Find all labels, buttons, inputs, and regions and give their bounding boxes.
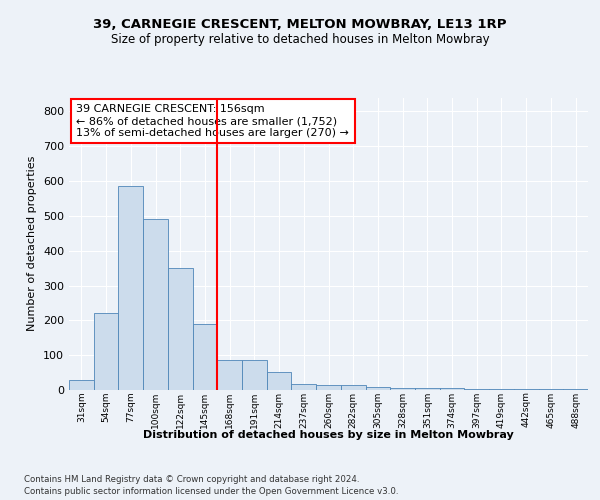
Bar [415, 388, 440, 390]
Bar [489, 389, 514, 390]
Bar [365, 387, 390, 390]
Bar [341, 386, 365, 390]
Bar [217, 360, 242, 390]
Bar [390, 388, 415, 390]
Bar [242, 360, 267, 390]
Text: Contains public sector information licensed under the Open Government Licence v3: Contains public sector information licen… [24, 488, 398, 496]
Bar [267, 372, 292, 390]
Text: Contains HM Land Registry data © Crown copyright and database right 2024.: Contains HM Land Registry data © Crown c… [24, 474, 359, 484]
Bar [94, 314, 118, 390]
Y-axis label: Number of detached properties: Number of detached properties [28, 156, 37, 332]
Bar [193, 324, 217, 390]
Bar [168, 268, 193, 390]
Text: 39 CARNEGIE CRESCENT: 156sqm
← 86% of detached houses are smaller (1,752)
13% of: 39 CARNEGIE CRESCENT: 156sqm ← 86% of de… [76, 104, 349, 138]
Bar [316, 385, 341, 390]
Text: Distribution of detached houses by size in Melton Mowbray: Distribution of detached houses by size … [143, 430, 514, 440]
Bar [143, 220, 168, 390]
Text: 39, CARNEGIE CRESCENT, MELTON MOWBRAY, LE13 1RP: 39, CARNEGIE CRESCENT, MELTON MOWBRAY, L… [93, 18, 507, 30]
Bar [464, 389, 489, 390]
Bar [118, 186, 143, 390]
Bar [292, 384, 316, 390]
Bar [69, 380, 94, 390]
Bar [440, 388, 464, 390]
Text: Size of property relative to detached houses in Melton Mowbray: Size of property relative to detached ho… [110, 32, 490, 46]
